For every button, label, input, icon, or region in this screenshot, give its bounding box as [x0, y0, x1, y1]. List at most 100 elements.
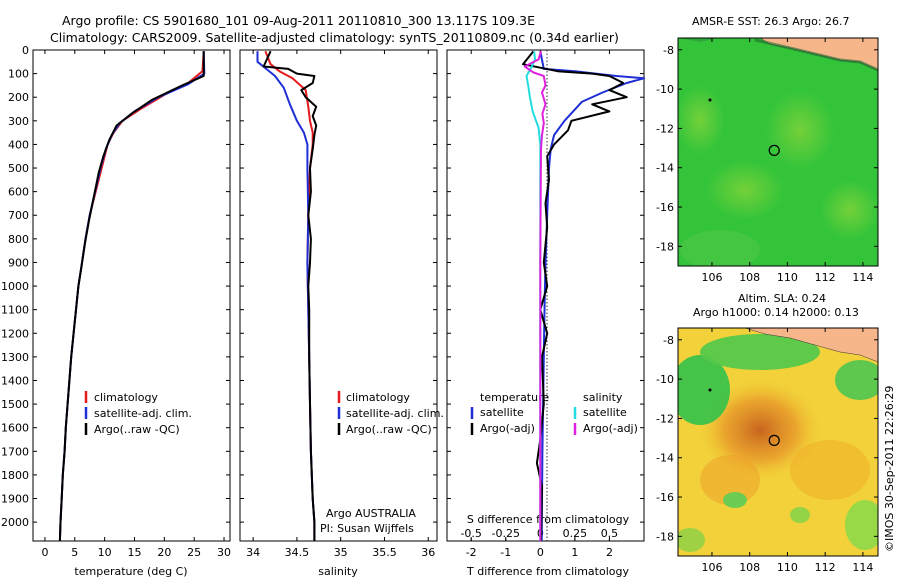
sla_map-lat-label: -12 [656, 412, 674, 425]
salinity-xlabel: salinity [318, 565, 358, 578]
depth-tick-label: 200 [8, 91, 29, 104]
sla_map-lat-label: -16 [656, 491, 674, 504]
depth-tick-label: 500 [8, 162, 29, 175]
legend-argo-label: Argo(..raw -QC) [346, 423, 432, 436]
sst_map-lat-label: -16 [656, 201, 674, 214]
sla_map-lon-label: 110 [777, 561, 798, 574]
temp-xtick-label: 10 [98, 546, 112, 559]
difference-xlabel: T difference from climatology [466, 565, 629, 578]
sst-cool-patch [680, 230, 760, 266]
sla-low-patch [835, 360, 878, 400]
legend-t-satellite-label: satellite [480, 406, 524, 419]
sla_map-argo-location-marker [768, 434, 780, 446]
temp-xtick-label: 15 [127, 546, 141, 559]
temperature-legend: climatology satellite-adj. clim. Argo(..… [84, 391, 192, 436]
sst_map-lat-label: -18 [656, 240, 674, 253]
sla_map-lon-label: 108 [739, 561, 760, 574]
depth-tick-label: 1200 [1, 327, 29, 340]
salinity-xtick-label: 35 [334, 546, 348, 559]
sst_map-lon-label: 106 [701, 271, 722, 284]
diff-xtick-s-label: 0.25 [563, 527, 588, 540]
sst_map-lat-label: -8 [663, 44, 674, 57]
depth-tick-label: 1000 [1, 280, 29, 293]
depth-tick-label: 100 [8, 68, 29, 81]
argo-australia-label: Argo AUSTRALIA [326, 507, 416, 520]
diff-series-argo [522, 50, 628, 542]
island-dot [708, 98, 712, 102]
sst_map-lon-label: 114 [852, 271, 873, 284]
pi-label: PI: Susan Wijffels [320, 522, 414, 535]
legend-climatology-label: climatology [94, 391, 158, 404]
salinity-series-satellite [256, 51, 316, 541]
depth-tick-label: 300 [8, 115, 29, 128]
depth-tick-label: 900 [8, 256, 29, 269]
sla-low-patch [678, 355, 730, 425]
salinity-axes-frame [239, 49, 438, 542]
temp-xtick-label: 5 [71, 546, 78, 559]
diff-xtick-label: -1 [500, 546, 511, 559]
difference-xlabel-top: S difference from climatology [467, 513, 630, 526]
legend-s-satellite-label: satellite [583, 406, 627, 419]
temp-xtick-label: 0 [41, 546, 48, 559]
java-coastline [744, 328, 878, 363]
salinity-xtick-label: 34.5 [285, 546, 310, 559]
temperature-axes-frame [32, 49, 231, 542]
legend-salinity-title: salinity [583, 391, 623, 404]
sla-map-title-line2: Argo h1000: 0.14 h2000: 0.13 [693, 306, 859, 319]
depth-tick-label: 2000 [1, 516, 29, 529]
diff-xtick-s-label: -0.25 [492, 527, 520, 540]
sla-low-patch [790, 507, 810, 523]
island-dot [708, 388, 712, 392]
sst_map-lon-label: 110 [777, 271, 798, 284]
legend-satellite-label: satellite-adj. clim. [346, 407, 444, 420]
diff-xtick-label: 1 [571, 546, 578, 559]
depth-tick-label: 1600 [1, 422, 29, 435]
salinity-xtick-label: 36 [421, 546, 435, 559]
diff-series-sal-argo [523, 50, 547, 541]
diff-xtick-s-label: 0.5 [601, 527, 619, 540]
salinity-panel [239, 49, 438, 542]
sla-map [677, 327, 879, 557]
sst-warm-patch [765, 90, 835, 170]
chart-marks: 0 5 10 15 20 25 300100200300400500600700800900… [1, 38, 878, 574]
depth-tick-label: 600 [8, 186, 29, 199]
depth-tick-label: 700 [8, 209, 29, 222]
diff-xtick-label: -2 [466, 546, 477, 559]
salinity-xtick-label: 34 [246, 546, 260, 559]
sst-warm-patch [705, 160, 785, 220]
legend-climatology-label: climatology [346, 391, 410, 404]
legend-satellite-label: satellite-adj. clim. [94, 407, 192, 420]
temp-series-argo [58, 51, 205, 542]
main-title-line2: Climatology: CARS2009. Satellite-adjuste… [50, 30, 619, 45]
diff-xtick-label: 0 [537, 546, 544, 559]
sla_map-lat-label: -14 [656, 452, 674, 465]
sla-low-patch [700, 334, 820, 370]
depth-tick-label: 1800 [1, 469, 29, 482]
temp-xtick-label: 30 [217, 546, 231, 559]
sst_map-lat-label: -14 [656, 162, 674, 175]
sla-low-patch [678, 528, 705, 552]
sla_map-lat-label: -18 [656, 530, 674, 543]
salinity-xtick-label: 35.5 [372, 546, 397, 559]
sla-low-patch [845, 500, 878, 550]
temperature-panel [32, 49, 231, 542]
legend-argo-label: Argo(..raw -QC) [94, 423, 180, 436]
sst-map [677, 37, 879, 267]
temp-xtick-label: 20 [157, 546, 171, 559]
sla-patch [790, 440, 870, 500]
sst-warm-patch [820, 180, 878, 240]
depth-tick-label: 1500 [1, 398, 29, 411]
sla-map-frame [677, 327, 879, 557]
temp-series-satellite [58, 51, 206, 542]
depth-tick-label: 1300 [1, 351, 29, 364]
sst-warm-patch [678, 85, 725, 155]
temp-xtick-label: 25 [187, 546, 201, 559]
legend-t-argo-label: Argo(-adj) [480, 422, 535, 435]
diff-series-satellite [539, 51, 645, 542]
sla-patch [700, 455, 760, 505]
temperature-xlabel: temperature (deg C) [74, 565, 187, 578]
diff-xtick-label: 2 [606, 546, 613, 559]
sst-coast-fragment [678, 38, 720, 42]
sla_map-lat-label: -8 [663, 334, 674, 347]
